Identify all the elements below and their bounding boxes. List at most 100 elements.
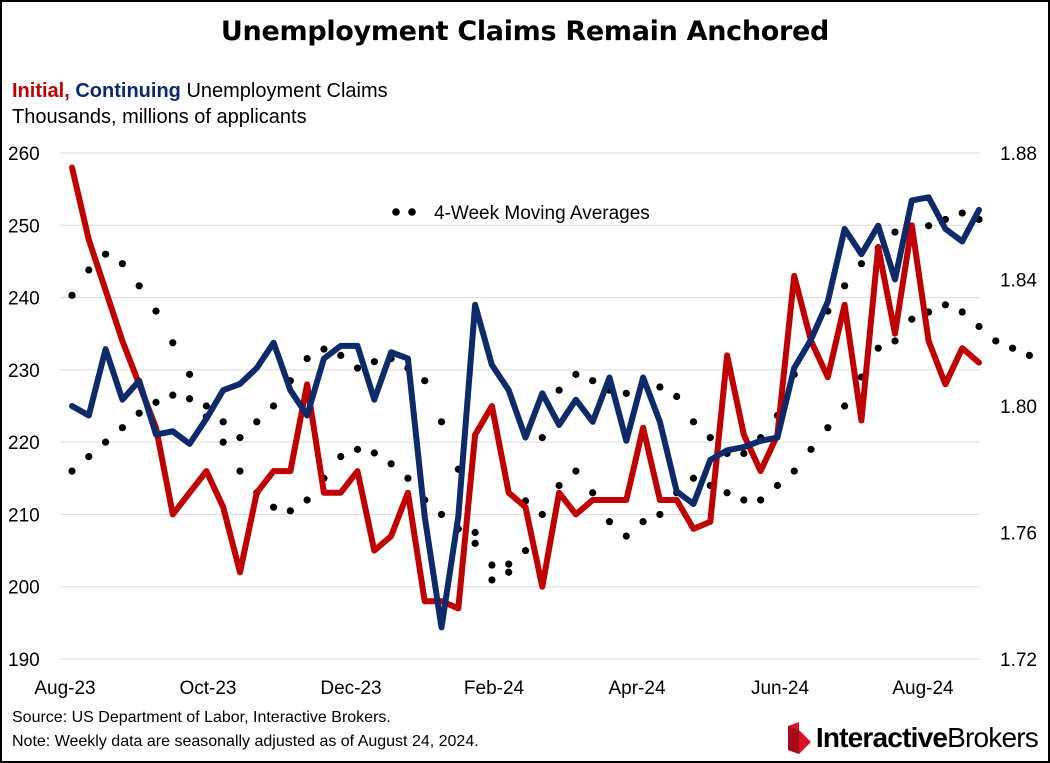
ma-point <box>505 560 513 568</box>
y-left-tick-label: 260 <box>8 144 40 165</box>
y-left-tick-label: 240 <box>8 289 40 310</box>
ma-point <box>689 474 698 482</box>
interactive-brokers-logo: InteractiveBrokers <box>785 718 1039 758</box>
legend-continuing: Continuing <box>75 80 181 102</box>
y-left-tick-label: 200 <box>8 578 40 599</box>
y-left-tick-label: 190 <box>8 650 40 671</box>
chart-plot: 260 250 240 230 220 210 200 190 1.88 1.84 1.80 1.76… <box>8 144 1037 699</box>
ma-point <box>488 576 496 584</box>
annotation-dot <box>392 208 400 216</box>
ma-point <box>337 351 345 359</box>
legend-rest: Unemployment Claims <box>186 80 388 102</box>
axis-ticks: 260 250 240 230 220 210 200 190 1.88 1.84 1.80 1.76… <box>8 144 1037 699</box>
ma-point <box>370 358 378 366</box>
ma-point <box>572 467 580 475</box>
ma-point <box>689 418 698 426</box>
ma-point <box>908 315 916 323</box>
ma-point <box>1008 344 1017 352</box>
ma-point <box>135 409 143 417</box>
ma-point <box>370 449 378 457</box>
ma-point <box>169 391 177 399</box>
ma-point <box>605 518 614 526</box>
ma-point <box>538 434 546 442</box>
ma-point <box>958 308 966 316</box>
ma-point <box>202 402 210 410</box>
x-tick-label: Dec-23 <box>320 678 381 699</box>
ma-point <box>622 532 630 540</box>
ma-point <box>85 453 93 461</box>
ma-point <box>118 424 126 432</box>
ma-point <box>219 438 227 446</box>
ma-point <box>471 539 479 547</box>
ma-point <box>656 510 664 519</box>
ma-point <box>286 507 294 515</box>
logo-text-light: Brokers <box>947 722 1039 753</box>
x-tick-label: Apr-24 <box>608 678 665 699</box>
y-right-tick-label: 1.72 <box>1000 650 1037 671</box>
ma-point <box>857 260 866 268</box>
x-tick-label: Oct-23 <box>179 678 236 699</box>
ma-point <box>773 481 782 490</box>
ma-point <box>740 449 748 458</box>
y-right-tick-label: 1.84 <box>1000 271 1037 292</box>
ma-point <box>488 561 496 569</box>
ma-point <box>841 282 849 290</box>
y-left-tick-label: 250 <box>8 216 40 237</box>
ma-point <box>941 301 950 309</box>
ma-point <box>437 510 446 519</box>
legend-initial: Initial <box>12 80 65 102</box>
ma-point <box>538 510 546 519</box>
ma-point <box>421 377 429 385</box>
ma-point <box>572 370 580 378</box>
ma-point <box>101 250 110 258</box>
series-continuing_4wma <box>68 209 983 584</box>
date-note: Note: Weekly data are seasonally adjuste… <box>12 733 479 750</box>
ma-point <box>925 222 933 230</box>
y-left-tick-label: 230 <box>8 361 40 382</box>
ma-point <box>891 228 899 236</box>
series-line-continuing <box>69 194 982 631</box>
ma-point <box>152 398 160 406</box>
annotation-dot <box>408 208 416 216</box>
ma-point <box>269 503 278 511</box>
y-right-tick-label: 1.76 <box>1000 524 1037 545</box>
ma-point <box>68 291 76 299</box>
ma-point <box>589 377 597 385</box>
ma-point <box>269 402 278 410</box>
ma-point <box>706 434 714 442</box>
series-line-initial <box>69 164 982 612</box>
ma-point <box>437 418 446 426</box>
ma-point <box>353 445 362 453</box>
ma-point <box>807 445 815 453</box>
ma-point <box>185 395 194 403</box>
ma-point <box>589 489 597 497</box>
ma-point <box>555 386 563 394</box>
ma-point <box>958 209 966 217</box>
ma-point <box>673 392 681 401</box>
legend-separator: , <box>64 80 70 102</box>
ma-point <box>841 402 849 410</box>
ma-point <box>118 260 126 268</box>
y-right-tick-label: 1.80 <box>1000 397 1037 418</box>
y-left-tick-label: 220 <box>8 433 40 454</box>
x-tick-label: Aug-23 <box>34 678 95 699</box>
x-tick-label: Feb-24 <box>464 678 525 699</box>
ma-point <box>236 467 244 475</box>
source-note: Source: US Department of Labor, Interact… <box>12 709 391 726</box>
ma-point <box>68 467 76 475</box>
ma-point <box>521 546 530 555</box>
ma-point <box>471 528 479 537</box>
ma-point <box>656 383 664 391</box>
ma-point <box>1025 351 1033 359</box>
ma-point <box>387 460 395 468</box>
y-left-tick-label: 210 <box>8 505 40 526</box>
ma-point <box>555 481 563 490</box>
y-right-tick-label: 1.88 <box>1000 144 1037 165</box>
moving-average-annotation: 4-Week Moving Averages <box>434 203 650 224</box>
series-layer <box>68 164 1033 631</box>
ma-point <box>992 337 1000 345</box>
ma-point <box>757 496 765 504</box>
ma-point <box>219 418 227 426</box>
ma-point <box>101 438 110 446</box>
